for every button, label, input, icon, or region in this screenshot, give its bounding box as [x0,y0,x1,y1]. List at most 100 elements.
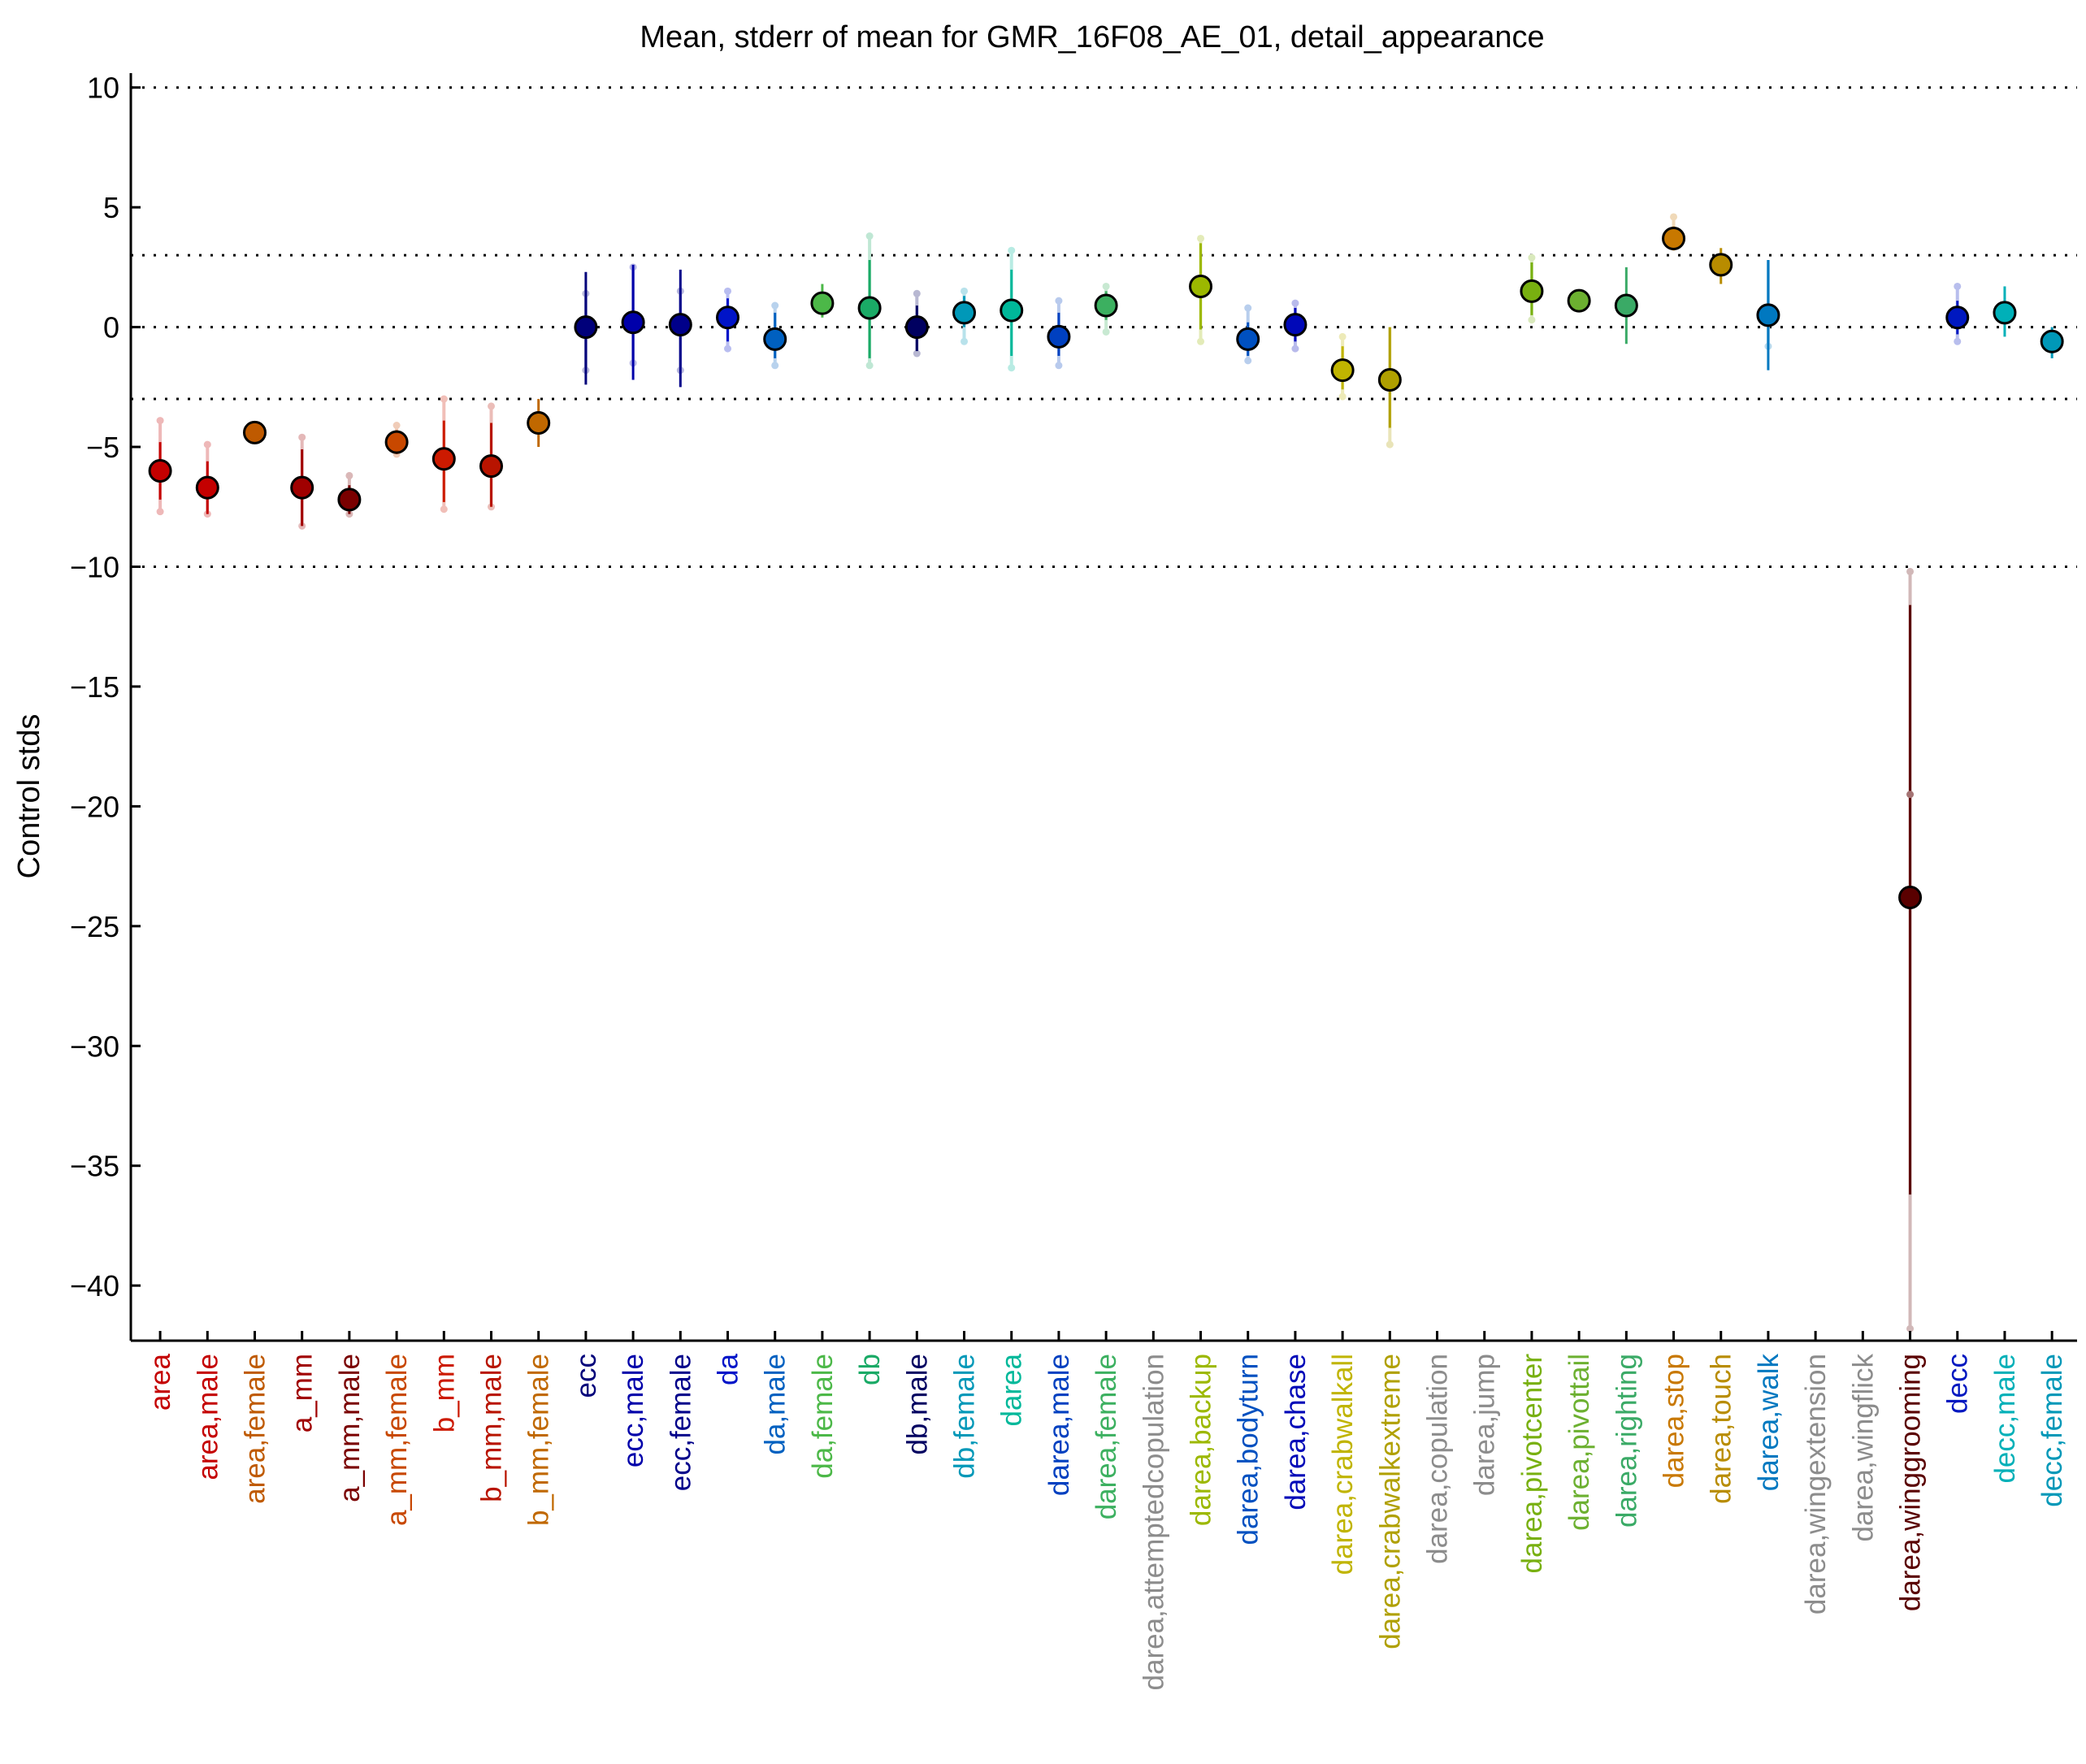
percentile-dot [1102,327,1110,336]
y-tick-label: −5 [86,431,119,464]
mean-marker [1000,298,1024,323]
mean-marker [2040,329,2064,353]
mean-marker [1377,367,1402,392]
x-tick-label: da [713,1353,744,1385]
mean-marker [195,475,219,500]
x-tick-label: decc,female [2036,1354,2068,1507]
x-tick-label: ecc,male [618,1354,649,1467]
percentile-dot [156,417,164,425]
percentile-dot [1906,567,1915,575]
x-tick-label: darea,chase [1280,1354,1312,1510]
percentile-dot [1954,337,1962,345]
mean-marker [1614,293,1638,318]
mean-marker [1094,293,1118,318]
percentile-dot [1528,316,1536,324]
mean-marker [242,420,267,444]
percentile-dot [203,440,211,449]
percentile-dot [913,349,921,358]
x-tick-label: da,male [760,1354,791,1455]
mean-marker [1189,274,1213,298]
mean-marker [1945,306,1970,330]
percentile-dot [156,508,164,516]
mean-marker [1520,279,1544,303]
percentile-dot [392,421,401,429]
mean-marker [527,411,551,436]
mean-marker [1898,885,1923,909]
percentile-dot [298,433,306,441]
mean-marker [857,296,882,320]
x-tick-label: decc,male [1989,1354,2021,1484]
x-tick-label: area [145,1353,176,1411]
percentile-dot [1338,392,1347,401]
x-tick-label: darea,walk [1753,1354,1785,1492]
mean-marker [432,447,456,471]
x-tick-label: area,female [239,1354,271,1504]
x-tick-label: darea,pivottail [1563,1354,1595,1531]
percentile-dot [1670,213,1678,221]
x-tick-label: area,male [192,1354,223,1480]
x-tick-label: darea,crabwalkall [1327,1354,1359,1575]
y-axis-label: Control stds [12,714,46,879]
percentile-dot [1008,364,1016,372]
mean-marker [1567,288,1591,313]
mean-marker [668,313,692,337]
mean-marker [1236,327,1260,351]
mean-marker [1662,226,1686,250]
mean-marker [621,310,645,335]
mean-marker [810,291,835,315]
percentile-dot [1291,299,1299,307]
x-tick-label: darea,bodyturn [1233,1354,1264,1545]
percentile-dot [1197,234,1205,242]
chart-title: Mean, stderr of mean for GMR_16F08_AE_01… [640,20,1544,54]
mean-marker [574,315,598,340]
y-tick-label: 0 [103,311,119,345]
x-tick-label: b_mm,female [523,1354,555,1526]
mean-marker [1330,358,1355,383]
mean-marker [904,315,929,340]
percentile-dot [1008,246,1016,254]
percentile-dot [1055,297,1063,305]
x-tick-label: a_mm [287,1354,319,1432]
y-ticks: 10 5 0 −5 −10 −15 −20 −25 −30 −35 −40 [70,72,141,1302]
percentile-dot [1906,1324,1915,1333]
percentile-dot [961,287,969,295]
percentile-dot [771,301,779,310]
percentile-dot [724,287,732,295]
percentile-dot [865,362,874,370]
percentile-dot [961,337,969,345]
x-tick-label: darea,copulation [1422,1354,1454,1564]
mean-marker [1283,313,1308,337]
x-tick-label: b_mm,male [475,1354,507,1502]
mean-marker [148,459,172,483]
x-tick-label: darea,crabwalkextreme [1374,1354,1406,1649]
x-tick-label: ecc,female [665,1354,696,1491]
x-tick-label: a_mm,male [334,1354,366,1502]
percentile-dot [1102,282,1110,290]
x-tick-label: db [854,1354,886,1385]
x-tick-label: darea,backup [1186,1354,1217,1526]
percentile-dot [1291,345,1299,353]
x-tick-label: darea,female [1091,1354,1122,1519]
y-tick-label: −35 [70,1150,119,1183]
percentile-dot [771,362,779,370]
percentile-dot [1528,254,1536,262]
x-tick-label: darea,wingextension [1800,1354,1832,1614]
y-tick-label: −30 [70,1029,119,1063]
axes [129,73,2077,1342]
x-tick-label: darea,righting [1611,1354,1642,1528]
x-tick-label: db,female [949,1354,981,1479]
percentile-dot [440,395,448,403]
y-tick-label: −40 [70,1269,119,1302]
percentile-dot [865,232,874,241]
percentile-dot [487,402,495,410]
percentile-dot [1906,791,1915,799]
mean-marker [1047,324,1071,349]
percentile-dot [1244,357,1252,365]
x-tick-label: darea,stop [1659,1354,1690,1488]
x-tick-label: darea,jump [1469,1354,1501,1496]
x-tick-label: darea,pivotcenter [1516,1354,1548,1574]
x-tick-label: da,female [807,1354,839,1479]
y-tick-label: 10 [87,72,119,105]
x-tick-label: darea,touch [1706,1354,1737,1504]
x-tick-label: ecc [570,1354,602,1398]
